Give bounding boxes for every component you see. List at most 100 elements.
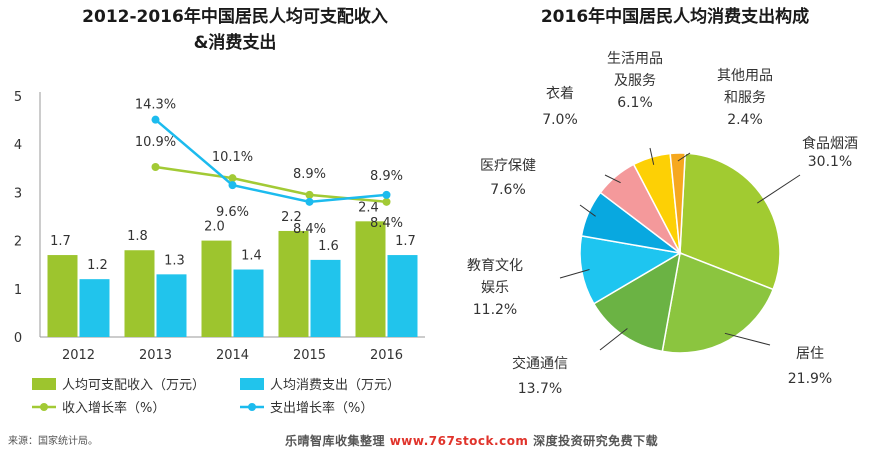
income-bar	[355, 221, 386, 337]
income-growth-point	[305, 190, 314, 199]
x-tick-label: 2012	[62, 348, 95, 363]
pie-slice	[661, 251, 775, 354]
income-bar	[278, 230, 309, 337]
income-value-label: 2.2	[281, 210, 302, 225]
legend-income-swatch	[32, 378, 56, 390]
pie-leader-line	[599, 328, 628, 351]
pie-slice-pct: 7.6%	[490, 182, 526, 198]
expense-growth-point	[151, 115, 160, 124]
pie-slice-pct: 13.7%	[518, 381, 562, 397]
expense-bar	[387, 255, 418, 337]
income-value-label: 2.4	[358, 200, 379, 215]
bar-chart: 0 1 2 3 4 5 1.7 1.2 2012 1.8 1.3 2013 2.0 1.4 2014 2.2 1…	[14, 90, 425, 416]
watermark-url: www.767stock.com	[389, 434, 529, 448]
legend-expense-growth-swatch-dot	[248, 403, 256, 411]
pie-slice-pct: 2.4%	[727, 112, 763, 128]
legend-income-growth-label: 收入增长率（%）	[62, 400, 165, 416]
y-tick-label: 5	[14, 90, 22, 105]
pie-leader-line	[579, 204, 596, 217]
expense-value-label: 1.4	[241, 249, 262, 264]
x-tick-label: 2015	[293, 348, 326, 363]
legend-income-label: 人均可支配收入（万元）	[62, 378, 205, 393]
bar-chart-title: 2012-2016年中国居民人均可支配收入 &消费支出	[30, 4, 440, 56]
pie-leader-line	[757, 174, 801, 204]
pie-chart-title: 2016年中国居民人均消费支出构成	[540, 7, 810, 27]
expense-growth-point	[382, 190, 391, 199]
expense-growth-point	[228, 181, 237, 190]
pie-slice-pct: 30.1%	[808, 154, 852, 170]
expense-growth-label: 14.3%	[135, 98, 176, 113]
watermark-tail: 深度投资研究免费下载	[533, 434, 659, 448]
pie-leader-line	[677, 152, 691, 162]
expense-growth-label: 8.4%	[293, 222, 326, 237]
income-growth-point	[228, 174, 237, 183]
pie-slice-label: 教育文化	[467, 258, 523, 274]
income-value-label: 1.8	[127, 229, 148, 244]
pie-leader-line	[559, 269, 590, 279]
pie-slice-pct: 21.9%	[788, 371, 832, 387]
income-bar	[124, 250, 155, 337]
y-tick-label: 1	[14, 283, 22, 298]
pie-slice-label: 及服务	[614, 73, 656, 89]
source-note: 来源：国家统计局。	[8, 436, 98, 447]
expense-value-label: 1.6	[318, 239, 339, 254]
x-tick-label: 2014	[216, 348, 249, 363]
y-tick-label: 4	[14, 138, 22, 153]
income-growth-label: 8.9%	[293, 167, 326, 182]
income-growth-point	[151, 163, 160, 172]
watermark-brand: 乐晴智库收集整理	[285, 434, 386, 448]
income-growth-label: 10.1%	[212, 150, 253, 165]
y-tick-label: 2	[14, 235, 22, 250]
pie-slice-label: 生活用品	[607, 51, 663, 67]
pie-leader-line	[604, 174, 621, 184]
pie-slice-label: 交通通信	[512, 355, 568, 372]
expense-growth-line	[154, 118, 387, 204]
income-growth-point	[382, 197, 391, 206]
pie-slice-label: 衣着	[546, 86, 574, 102]
expense-bar	[79, 279, 110, 337]
expense-growth-label: 9.6%	[216, 205, 249, 220]
pie-slice-label: 居住	[796, 346, 824, 362]
pie-slice-pct: 6.1%	[617, 95, 653, 111]
pie-slice-pct: 11.2%	[473, 302, 517, 318]
y-tick-label: 0	[14, 331, 22, 346]
legend-income-growth-swatch-dot	[40, 403, 48, 411]
expense-bar	[233, 269, 264, 337]
x-tick-label: 2016	[370, 348, 403, 363]
expense-value-label: 1.2	[87, 258, 108, 273]
income-bar	[201, 240, 232, 337]
pie-slice-label: 食品烟酒	[802, 135, 858, 152]
pie-slice-label: 和服务	[724, 90, 766, 106]
income-growth-line	[155, 165, 387, 204]
y-tick-label: 3	[14, 186, 22, 201]
pie-slice	[592, 251, 682, 353]
pie-leader-line	[649, 147, 655, 165]
pie-slice-label: 其他用品	[717, 68, 773, 84]
pie-slice	[669, 152, 687, 254]
income-value-label: 1.7	[50, 234, 71, 249]
pie-slice-label: 娱乐	[481, 280, 509, 296]
expense-bar	[156, 274, 187, 337]
pie-slice-label: 医疗保健	[480, 158, 536, 174]
bar-chart-title-line1: 2012-2016年中国居民人均可支配收入	[82, 7, 388, 27]
pie-leader-line	[724, 332, 771, 346]
income-bar	[47, 255, 78, 337]
income-growth-label: 8.4%	[370, 216, 403, 231]
pie-slice-pct: 7.0%	[542, 112, 578, 128]
expense-value-label: 1.7	[395, 234, 416, 249]
expense-bar	[310, 259, 341, 337]
expense-growth-point	[305, 197, 314, 206]
x-tick-label: 2013	[139, 348, 172, 363]
expense-growth-label: 8.9%	[370, 169, 403, 184]
bar-chart-title-line2: &消费支出	[193, 33, 277, 53]
legend-expense-swatch	[240, 378, 264, 390]
pie-slice	[579, 235, 683, 305]
expense-value-label: 1.3	[164, 253, 185, 268]
legend-expense-label: 人均消费支出（万元）	[270, 378, 400, 393]
legend-expense-growth-label: 支出增长率（%）	[270, 400, 373, 416]
income-growth-label: 10.9%	[135, 135, 176, 150]
income-value-label: 2.0	[204, 220, 225, 235]
watermark: 乐晴智库收集整理 www.767stock.com 深度投资研究免费下载	[285, 432, 658, 449]
